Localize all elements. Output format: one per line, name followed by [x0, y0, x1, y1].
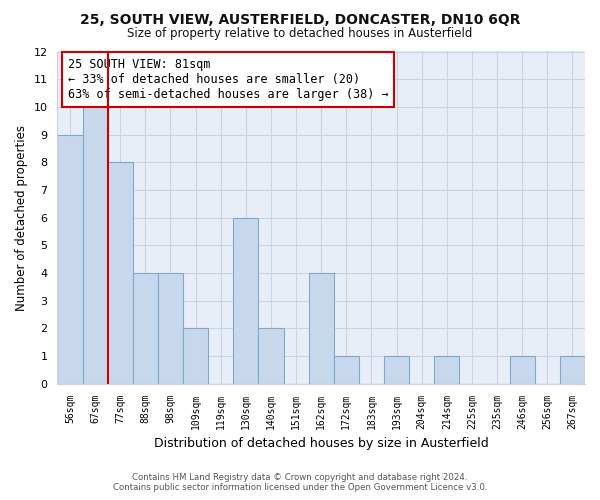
Bar — [308, 273, 334, 384]
Bar — [83, 107, 107, 384]
Text: Size of property relative to detached houses in Austerfield: Size of property relative to detached ho… — [127, 28, 473, 40]
Bar — [384, 356, 409, 384]
Bar — [183, 328, 208, 384]
Y-axis label: Number of detached properties: Number of detached properties — [15, 124, 28, 310]
Text: 25 SOUTH VIEW: 81sqm
← 33% of detached houses are smaller (20)
63% of semi-detac: 25 SOUTH VIEW: 81sqm ← 33% of detached h… — [68, 58, 389, 101]
Bar — [58, 134, 83, 384]
Text: Contains HM Land Registry data © Crown copyright and database right 2024.
Contai: Contains HM Land Registry data © Crown c… — [113, 473, 487, 492]
Bar — [334, 356, 359, 384]
Text: 25, SOUTH VIEW, AUSTERFIELD, DONCASTER, DN10 6QR: 25, SOUTH VIEW, AUSTERFIELD, DONCASTER, … — [80, 12, 520, 26]
Bar — [233, 218, 259, 384]
Bar — [133, 273, 158, 384]
Bar — [560, 356, 585, 384]
Bar — [434, 356, 460, 384]
Bar — [259, 328, 284, 384]
Bar — [158, 273, 183, 384]
Bar — [107, 162, 133, 384]
Bar — [509, 356, 535, 384]
X-axis label: Distribution of detached houses by size in Austerfield: Distribution of detached houses by size … — [154, 437, 488, 450]
